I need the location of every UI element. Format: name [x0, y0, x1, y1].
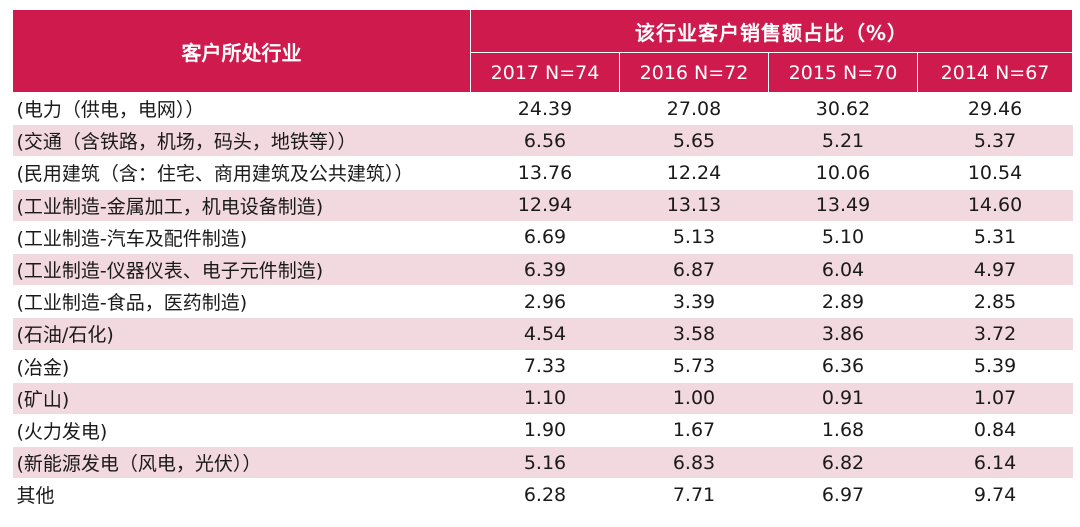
- year-header-2017: 2017 N=74: [470, 52, 620, 93]
- share-value-cell: 1.10: [470, 382, 620, 415]
- table-header: 客户所处行业 该行业客户销售额占比（%） 2017 N=74 2016 N=72…: [12, 9, 1074, 93]
- share-value-cell: 6.39: [470, 253, 620, 287]
- industry-name-cell: (工业制造-汽车及配件制造): [12, 221, 471, 254]
- industry-name-cell: 其他: [12, 478, 471, 512]
- share-value-cell: 1.68: [768, 414, 918, 448]
- share-value-cell: 12.94: [470, 189, 620, 222]
- table-body: (电力（供电，电网）） 24.39 27.08 30.62 29.46 (交通（含铁路，机…: [12, 92, 1073, 512]
- share-value-cell: 5.21: [768, 124, 918, 158]
- sales-share-group-header: 该行业客户销售额占比（%）: [469, 9, 1074, 53]
- share-value-cell: 13.13: [619, 189, 769, 222]
- share-value-cell: 30.62: [768, 92, 918, 126]
- share-value-cell: 0.91: [768, 382, 918, 415]
- table-row: (电力（供电，电网）） 24.39 27.08 30.62 29.46: [12, 92, 1073, 126]
- year-header-2014: 2014 N=67: [916, 52, 1074, 93]
- share-value-cell: 6.28: [470, 478, 620, 512]
- share-value-cell: 6.56: [470, 124, 620, 158]
- share-value-cell: 24.39: [470, 92, 620, 126]
- industry-sales-share-table: 客户所处行业 该行业客户销售额占比（%） 2017 N=74 2016 N=72…: [12, 9, 1074, 512]
- share-value-cell: 6.82: [768, 446, 918, 480]
- table-row: (工业制造-食品，医药制造) 2.96 3.39 2.89 2.85: [12, 285, 1073, 319]
- industry-column-header: 客户所处行业: [12, 9, 471, 93]
- share-value-cell: 5.37: [917, 124, 1073, 158]
- share-value-cell: 27.08: [619, 92, 769, 126]
- share-value-cell: 5.39: [917, 350, 1073, 383]
- header-row-top: 客户所处行业 该行业客户销售额占比（%）: [12, 9, 1074, 93]
- share-value-cell: 6.04: [768, 253, 918, 287]
- share-value-cell: 5.73: [619, 350, 769, 383]
- share-value-cell: 12.24: [619, 156, 769, 190]
- header-row-years: 2017 N=74 2016 N=72 2015 N=70 2014 N=67: [13, 52, 1074, 93]
- table-row: (民用建筑（含：住宅、商用建筑及公共建筑）） 13.76 12.24 10.06 10.…: [12, 156, 1073, 190]
- industry-name-cell: (石油/石化): [12, 317, 471, 351]
- industry-name-cell: (冶金): [12, 350, 471, 383]
- table-row: (冶金) 7.33 5.73 6.36 5.39: [12, 350, 1073, 383]
- industry-name-cell: (电力（供电，电网））: [12, 92, 471, 126]
- share-value-cell: 5.16: [470, 446, 620, 480]
- share-value-cell: 13.49: [768, 189, 918, 222]
- table-row: (交通（含铁路，机场，码头，地铁等）） 6.56 5.65 5.21 5.37: [12, 124, 1073, 158]
- share-value-cell: 4.54: [470, 317, 620, 351]
- share-value-cell: 6.87: [619, 253, 769, 287]
- industry-name-cell: (矿山): [12, 382, 471, 415]
- year-header-2015: 2015 N=70: [768, 52, 918, 93]
- table-row: (火力发电) 1.90 1.67 1.68 0.84: [12, 414, 1073, 448]
- share-value-cell: 6.97: [768, 478, 918, 512]
- share-value-cell: 5.13: [619, 221, 769, 254]
- table-row: (工业制造-金属加工，机电设备制造) 12.94 13.13 13.49 14.60: [12, 189, 1073, 222]
- table-row: (新能源发电（风电，光伏）） 5.16 6.83 6.82 6.14: [12, 446, 1073, 480]
- share-value-cell: 14.60: [917, 189, 1073, 222]
- share-value-cell: 4.97: [917, 253, 1073, 287]
- share-value-cell: 5.10: [768, 221, 918, 254]
- share-value-cell: 7.33: [470, 350, 620, 383]
- share-value-cell: 6.83: [619, 446, 769, 480]
- share-value-cell: 10.54: [917, 156, 1073, 190]
- share-value-cell: 5.65: [619, 124, 769, 158]
- table-row: 其他 6.28 7.71 6.97 9.74: [12, 478, 1073, 512]
- share-value-cell: 29.46: [917, 92, 1073, 126]
- share-value-cell: 1.00: [619, 382, 769, 415]
- share-value-cell: 5.31: [917, 221, 1073, 254]
- table-row: (工业制造-仪器仪表、电子元件制造) 6.39 6.87 6.04 4.97: [12, 253, 1073, 287]
- industry-name-cell: (新能源发电（风电，光伏））: [12, 446, 471, 480]
- share-value-cell: 3.58: [619, 317, 769, 351]
- share-value-cell: 10.06: [768, 156, 918, 190]
- share-value-cell: 6.69: [470, 221, 620, 254]
- share-value-cell: 1.07: [917, 382, 1073, 415]
- table-row: (矿山) 1.10 1.00 0.91 1.07: [12, 382, 1073, 415]
- share-value-cell: 2.85: [917, 285, 1073, 319]
- share-value-cell: 7.71: [619, 478, 769, 512]
- share-value-cell: 0.84: [917, 414, 1073, 448]
- share-value-cell: 1.90: [470, 414, 620, 448]
- industry-name-cell: (火力发电): [12, 414, 471, 448]
- industry-name-cell: (交通（含铁路，机场，码头，地铁等））: [12, 124, 471, 158]
- industry-name-cell: (民用建筑（含：住宅、商用建筑及公共建筑））: [12, 156, 471, 190]
- table-row: (工业制造-汽车及配件制造) 6.69 5.13 5.10 5.31: [12, 221, 1073, 254]
- share-value-cell: 3.86: [768, 317, 918, 351]
- share-value-cell: 6.36: [768, 350, 918, 383]
- industry-name-cell: (工业制造-金属加工，机电设备制造): [12, 189, 471, 222]
- industry-name-cell: (工业制造-食品，医药制造): [12, 285, 471, 319]
- year-header-2016: 2016 N=72: [619, 52, 769, 93]
- share-value-cell: 13.76: [470, 156, 620, 190]
- share-value-cell: 3.72: [917, 317, 1073, 351]
- share-value-cell: 6.14: [917, 446, 1073, 480]
- share-value-cell: 9.74: [917, 478, 1073, 512]
- share-value-cell: 1.67: [619, 414, 769, 448]
- share-value-cell: 2.96: [470, 285, 620, 319]
- industry-name-cell: (工业制造-仪器仪表、电子元件制造): [12, 253, 471, 287]
- share-value-cell: 2.89: [768, 285, 918, 319]
- table-row: (石油/石化) 4.54 3.58 3.86 3.72: [12, 317, 1073, 351]
- share-value-cell: 3.39: [619, 285, 769, 319]
